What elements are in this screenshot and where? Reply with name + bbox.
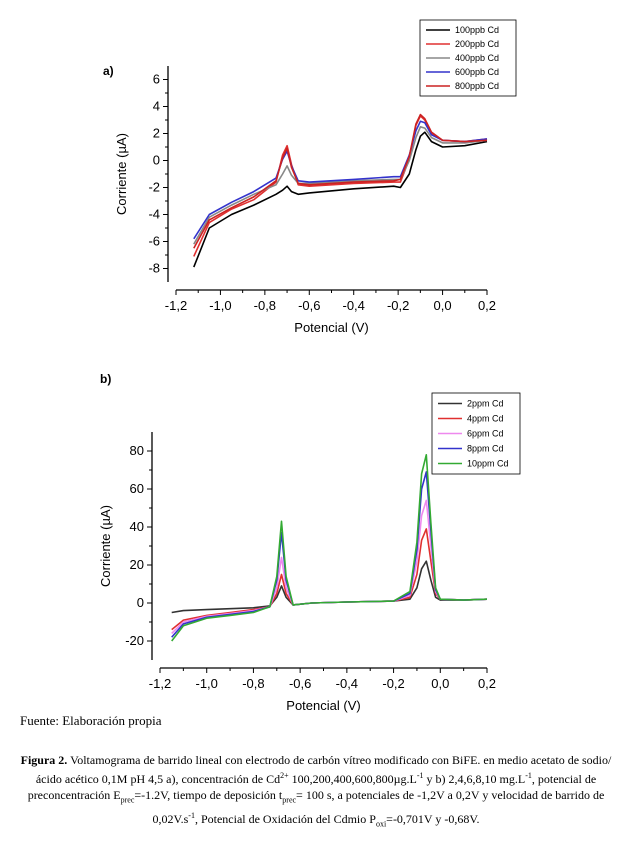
figure-label: Figura 2.	[20, 753, 68, 767]
x-axis-title: Potencial (V)	[294, 320, 368, 335]
panel-label-a: a)	[103, 64, 114, 78]
y-tick-label: -8	[148, 261, 160, 276]
y-tick-label: 6	[153, 72, 160, 87]
legend-label: 200ppb Cd	[455, 39, 499, 49]
x-tick-label: -1,0	[196, 676, 218, 691]
x-tick-label: -0,8	[254, 298, 276, 313]
x-tick-label: -0,8	[242, 676, 264, 691]
caption-text-6: = 100 s, a potenciales de -1,2V a 0,2V y…	[152, 788, 605, 827]
x-tick-label: -0,2	[387, 298, 409, 313]
legend-label: 2ppm Cd	[467, 399, 504, 409]
legend-label: 6ppm Cd	[467, 429, 504, 439]
panel-label-b: b)	[100, 372, 112, 386]
caption-text-7: , Potencial de Oxidación del Cdmio P	[194, 812, 376, 827]
y-tick-label: -4	[148, 207, 160, 222]
y-tick-label: 2	[153, 126, 160, 141]
caption-text-3: y b) 2,4,6,8,10 mg.L	[423, 772, 526, 786]
x-tick-label: 0,0	[434, 298, 452, 313]
caption-text-1: Voltamograma de barrido lineal con elect…	[35, 753, 612, 786]
series-line-5	[171, 453, 488, 642]
y-tick-label: 0	[153, 153, 160, 168]
x-tick-label: -1,2	[149, 676, 171, 691]
caption-sub-1: prec	[120, 795, 135, 805]
x-tick-label: 0,0	[431, 676, 449, 691]
chart-panel-a: a) -8 -6 -4 -2 0 2 4 6 -1,2 -1,0 -0,8 -0,6 -0,4 -0,2 0…	[0, 0, 632, 340]
caption-sup-1: 2+	[280, 771, 289, 780]
y-tick-label: 40	[130, 519, 144, 534]
caption-sup-3: -1	[525, 771, 532, 780]
series-line-4	[193, 120, 488, 240]
y-axis-title: Corriente (µA)	[98, 505, 113, 587]
chart-a: -8 -6 -4 -2 0 2 4 6 -1,2 -1,0 -0,8 -0,6 -0,4 -0,2 0,0 0…	[114, 19, 517, 335]
figure-caption: Figura 2. Voltamograma de barrido lineal…	[20, 752, 612, 833]
source-note: Fuente: Elaboración propia	[20, 713, 162, 728]
caption-sup-2: -1	[416, 771, 424, 780]
y-tick-label: 80	[130, 443, 144, 458]
caption-sup-4: -1	[188, 811, 195, 821]
x-tick-label: -1,2	[165, 298, 187, 313]
x-tick-label: -0,2	[382, 676, 404, 691]
x-tick-label: 0,2	[478, 298, 496, 313]
series-line-5	[193, 113, 488, 249]
caption-text-4: , potencial de preconcentración E	[27, 772, 597, 802]
y-tick-label: -2	[148, 180, 160, 195]
x-tick-label: -1,0	[209, 298, 231, 313]
y-tick-label: 0	[137, 595, 144, 610]
x-axis-title: Potencial (V)	[286, 698, 360, 713]
caption-text-5: =-1.2V, tiempo de deposición t	[134, 788, 283, 802]
legend-label: 8ppm Cd	[467, 444, 504, 454]
y-tick-label: 60	[130, 481, 144, 496]
chart-panel-b: b) -20 0 20 40 60 80 -1,2 -1,0 -0,8 -0,6 -0,4 -0,2 0…	[98, 372, 521, 713]
legend-label: 4ppm Cd	[467, 414, 504, 424]
y-tick-label: 20	[130, 557, 144, 572]
caption-text-2: 100,200,400,600,800µg.L	[288, 772, 417, 786]
series-line-4	[171, 471, 488, 638]
y-tick-label: -6	[148, 234, 160, 249]
caption-sub-3: oxi	[375, 819, 387, 829]
legend-label: 400ppb Cd	[455, 53, 499, 63]
y-tick-label: 4	[153, 99, 160, 114]
series-line-1	[171, 560, 488, 614]
y-tick-label: -20	[125, 633, 144, 648]
chart-b: -20 0 20 40 60 80 -1,2 -1,0 -0,8 -0,6 -0,4 -0,2 0,0 0…	[98, 392, 521, 713]
legend-label: 600ppb Cd	[455, 67, 499, 77]
legend-label: 100ppb Cd	[455, 25, 499, 35]
caption-sub-2: prec	[282, 795, 297, 805]
x-tick-label: -0,6	[289, 676, 311, 691]
x-tick-label: -0,6	[298, 298, 320, 313]
legend-label: 10ppm Cd	[467, 459, 509, 469]
series-line-1	[193, 131, 488, 268]
legend-label: 800ppb Cd	[455, 81, 499, 91]
caption-text-8: =-0,701V y -0,68V.	[386, 812, 480, 827]
x-tick-label: -0,4	[336, 676, 358, 691]
x-tick-label: -0,4	[343, 298, 365, 313]
x-tick-label: 0,2	[478, 676, 496, 691]
y-axis-title: Corriente (µA)	[114, 133, 129, 215]
